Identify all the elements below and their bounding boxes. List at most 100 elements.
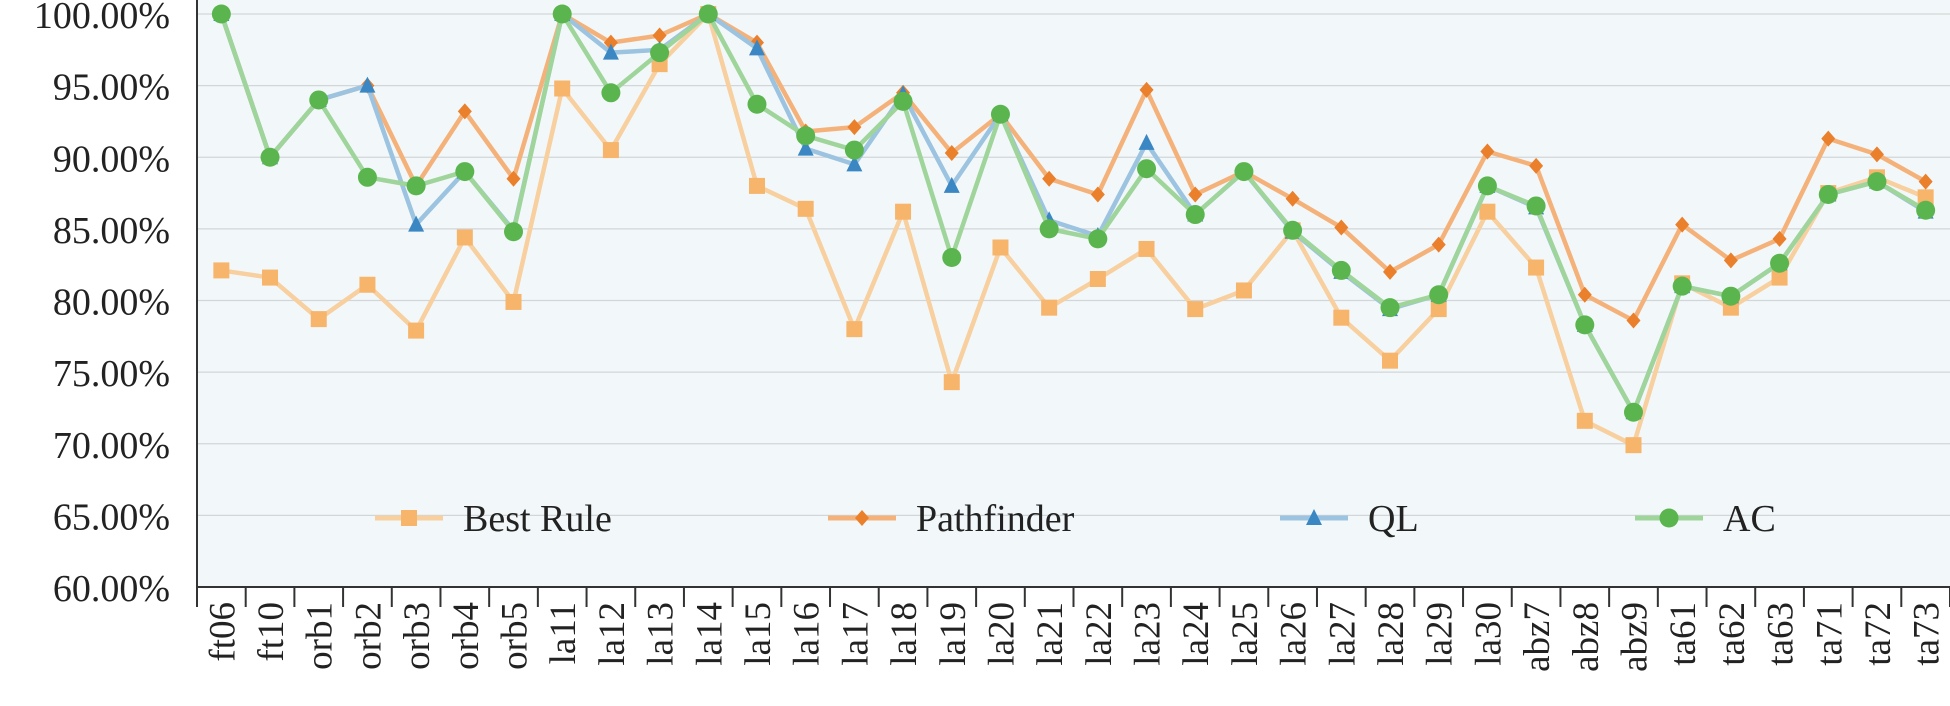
- data-point-pathfinder: [652, 27, 667, 44]
- data-point-ac: [1429, 285, 1449, 305]
- data-point-best-rule: [1138, 240, 1155, 257]
- data-point-pathfinder: [1821, 130, 1836, 147]
- y-tick-label: 85.00%: [53, 210, 170, 252]
- x-tick-label: orb3: [397, 602, 438, 670]
- data-point-best-rule: [1625, 437, 1642, 454]
- data-point-ac: [747, 94, 767, 114]
- x-tick-label: la20: [981, 602, 1022, 666]
- data-point-ac: [260, 147, 280, 167]
- x-tick-label: la19: [933, 602, 974, 666]
- data-point-pathfinder: [944, 144, 959, 161]
- y-axis-ticks: 60.00% 65.00% 70.00% 75.00% 80.00% 85.00% 90.0…: [34, 0, 170, 610]
- x-tick-label: ta63: [1761, 602, 1802, 666]
- data-point-ac: [650, 43, 670, 63]
- legend-item-pathfinder: Pathfinder: [828, 498, 1075, 540]
- x-tick-label: ft06: [202, 602, 243, 662]
- x-tick-label: ta72: [1858, 602, 1899, 666]
- data-point-ac: [1623, 402, 1643, 422]
- legend-marker: [855, 510, 869, 526]
- data-point-best-rule: [602, 142, 619, 159]
- data-point-best-rule: [1089, 271, 1106, 288]
- data-point-ql: [408, 215, 425, 232]
- x-tick-label: la30: [1468, 602, 1509, 666]
- x-tick-label: ta61: [1663, 602, 1704, 666]
- data-point-pathfinder: [1723, 252, 1738, 269]
- x-tick-label: la23: [1128, 602, 1169, 666]
- data-point-ac: [1234, 162, 1254, 182]
- legend-marker: [1659, 508, 1679, 528]
- data-point-ql: [748, 39, 765, 56]
- data-point-ac: [1283, 220, 1303, 240]
- y-tick-label: 70.00%: [53, 425, 170, 467]
- data-point-best-rule: [846, 321, 863, 338]
- x-tick-label: la24: [1176, 602, 1217, 666]
- data-point-best-rule: [1479, 203, 1496, 220]
- data-point-pathfinder: [1431, 236, 1446, 253]
- data-point-best-rule: [797, 200, 814, 217]
- data-point-ac: [1818, 184, 1838, 204]
- data-point-best-rule: [1382, 352, 1399, 369]
- data-point-ac: [211, 4, 231, 24]
- data-point-ac: [309, 90, 329, 110]
- legend-item-best-rule: Best Rule: [375, 498, 612, 540]
- data-point-ac: [990, 104, 1010, 124]
- data-point-ac: [601, 83, 621, 103]
- data-point-best-rule: [1576, 412, 1593, 429]
- data-point-pathfinder: [1675, 216, 1690, 233]
- y-tick-label: 75.00%: [53, 353, 170, 395]
- x-tick-label: la18: [884, 602, 925, 666]
- data-point-ql: [602, 43, 619, 60]
- data-point-pathfinder: [1042, 170, 1057, 187]
- x-tick-label: orb2: [348, 602, 389, 670]
- series-line-pathfinder: [219, 11, 1927, 323]
- x-tick-label: la26: [1274, 602, 1315, 666]
- series-best-rule: [213, 6, 1934, 454]
- data-point-ql: [1138, 133, 1155, 150]
- data-point-best-rule: [262, 269, 279, 286]
- data-point-ac: [1088, 229, 1108, 249]
- x-tick-label: la25: [1225, 602, 1266, 666]
- x-tick-label: ta62: [1712, 602, 1753, 666]
- legend-label: Best Rule: [463, 498, 612, 540]
- data-point-best-rule: [943, 374, 960, 391]
- data-point-ac: [942, 248, 962, 268]
- data-point-ac: [504, 222, 524, 242]
- data-point-ac: [1770, 253, 1790, 273]
- data-point-best-rule: [1528, 259, 1545, 276]
- data-point-ac: [1672, 276, 1692, 296]
- legend-label: QL: [1368, 498, 1419, 540]
- x-tick-label: la28: [1371, 602, 1412, 666]
- data-point-ql: [797, 139, 814, 156]
- y-tick-label: 100.00%: [34, 0, 170, 37]
- y-tick-label: 60.00%: [53, 568, 170, 610]
- data-point-ac: [455, 162, 475, 182]
- y-tick-label: 90.00%: [53, 138, 170, 180]
- legend-label: AC: [1723, 498, 1776, 540]
- legend-marker: [1306, 509, 1322, 525]
- x-tick-label: la15: [738, 602, 779, 666]
- series-line-best-rule: [221, 11, 1927, 448]
- data-point-pathfinder: [506, 170, 521, 187]
- data-point-ac: [1185, 205, 1205, 225]
- x-tick-label: la13: [641, 602, 682, 666]
- x-tick-label: la27: [1322, 602, 1363, 666]
- data-point-ql: [359, 76, 376, 93]
- data-point-ac: [406, 176, 426, 196]
- data-point-pathfinder: [1918, 173, 1933, 190]
- x-tick-label: la17: [835, 602, 876, 666]
- data-point-best-rule: [505, 293, 522, 310]
- data-point-ac: [796, 126, 816, 146]
- legend-item-ac: AC: [1635, 498, 1776, 540]
- data-point-best-rule: [895, 203, 912, 220]
- data-point-best-rule: [1235, 282, 1252, 299]
- x-tick-label: la29: [1420, 602, 1461, 666]
- data-point-pathfinder: [1577, 286, 1592, 303]
- data-point-pathfinder: [1529, 157, 1544, 174]
- data-point-ac: [1867, 172, 1887, 192]
- data-point-ql: [846, 155, 863, 172]
- series-ac: [211, 4, 1936, 422]
- data-point-pathfinder: [1139, 81, 1154, 98]
- data-point-ac: [893, 91, 913, 111]
- x-axis-ticks: ft06 ft10 orb1 orb2 orb3 orb4 orb5 la11 la12 la13…: [196, 587, 1950, 672]
- x-tick-label: ta73: [1907, 602, 1948, 666]
